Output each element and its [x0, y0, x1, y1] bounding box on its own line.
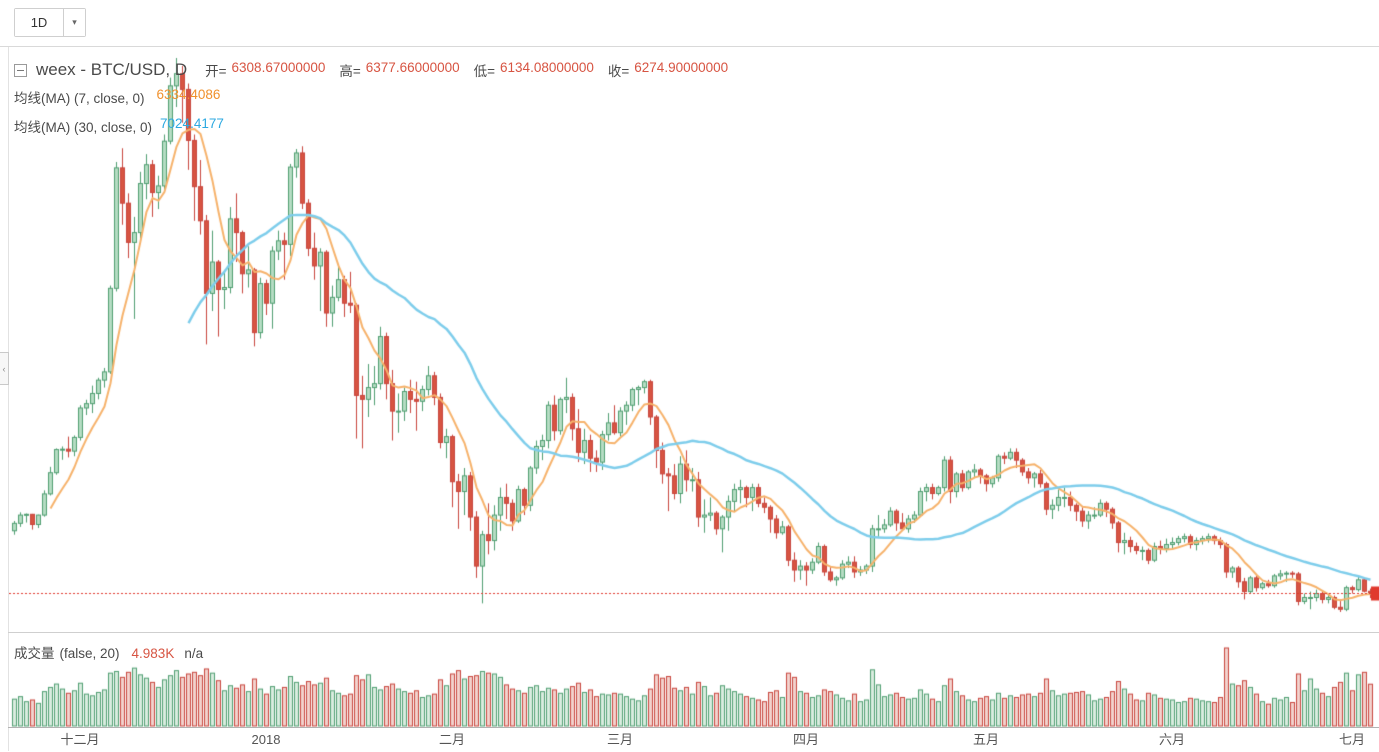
- x-axis-label: 六月: [1158, 732, 1186, 747]
- x-axis-label: 十二月: [60, 732, 100, 747]
- ohlc-low-label: 低=: [473, 64, 496, 79]
- time-axis[interactable]: 十二月 2018 二月 三月 四月 五月 六月 七月: [8, 727, 1379, 752]
- ohlc-close-value: 6274.90000000: [634, 60, 729, 75]
- volume-legend-na: n/a: [184, 646, 204, 661]
- ma30-legend-value: 7024.4177: [160, 116, 224, 131]
- ma7-legend-label: 均线(MA) (7, close, 0): [14, 91, 145, 106]
- toolbar: 1D ▾: [0, 0, 1379, 47]
- volume-legend-params: (false, 20): [59, 646, 120, 661]
- volume-legend-value: 4.983K: [131, 646, 175, 661]
- x-axis-label: 五月: [972, 732, 1000, 747]
- interval-dropdown-button[interactable]: ▾: [63, 9, 85, 36]
- ohlc-low-value: 6134.08000000: [500, 60, 594, 75]
- volume-pane-legend: 成交量 (false, 20) 4.983K n/a: [14, 642, 203, 662]
- price-pane-legend: weex - BTC/USD, D 开= 6308.67000000 高= 63…: [14, 60, 728, 145]
- ohlc-high-label: 高=: [339, 64, 361, 79]
- x-axis-label: 四月: [792, 732, 820, 747]
- left-toolbar-rail: [0, 46, 9, 751]
- pane-separator[interactable]: [8, 632, 1379, 633]
- interval-button[interactable]: 1D: [15, 9, 63, 36]
- ohlc-open-label: 开=: [205, 64, 227, 79]
- chevron-left-icon: ‹: [2, 363, 6, 374]
- ohlc-open-value: 6308.67000000: [231, 60, 326, 75]
- ohlc-high-value: 6377.66000000: [365, 60, 460, 75]
- ohlc-close-label: 收=: [607, 64, 630, 79]
- ma30-legend-label: 均线(MA) (30, close, 0): [14, 120, 153, 135]
- ma7-legend-value: 6334.4086: [156, 87, 221, 102]
- x-axis-label: 七月: [1338, 732, 1366, 747]
- ohlc-readout: 开= 6308.67000000 高= 6377.66000000 低= 613…: [205, 60, 728, 80]
- x-axis-label: 2018: [251, 732, 281, 747]
- volume-legend-title: 成交量: [14, 646, 55, 661]
- legend-collapse-button[interactable]: [14, 63, 27, 77]
- symbol-title: weex - BTC/USD, D: [36, 60, 188, 79]
- x-axis-label: 三月: [606, 732, 634, 747]
- collapse-minus-icon: [17, 69, 24, 71]
- x-axis-label: 二月: [438, 732, 466, 747]
- interval-group: 1D ▾: [14, 8, 86, 37]
- chevron-down-icon: ▾: [72, 17, 77, 27]
- sidebar-collapse-handle[interactable]: ‹: [0, 352, 9, 385]
